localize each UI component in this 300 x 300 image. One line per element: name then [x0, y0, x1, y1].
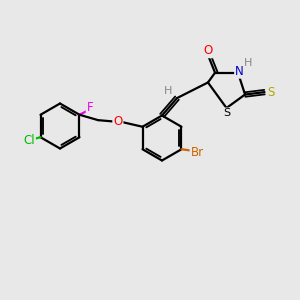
Text: Cl: Cl	[23, 134, 35, 147]
Text: S: S	[267, 85, 274, 99]
Text: O: O	[113, 115, 122, 128]
Text: O: O	[203, 44, 212, 57]
Text: F: F	[87, 101, 93, 114]
Text: N: N	[235, 65, 244, 78]
Text: Br: Br	[190, 146, 204, 159]
Text: S: S	[224, 108, 231, 118]
Text: H: H	[244, 58, 253, 68]
Text: H: H	[164, 86, 172, 97]
